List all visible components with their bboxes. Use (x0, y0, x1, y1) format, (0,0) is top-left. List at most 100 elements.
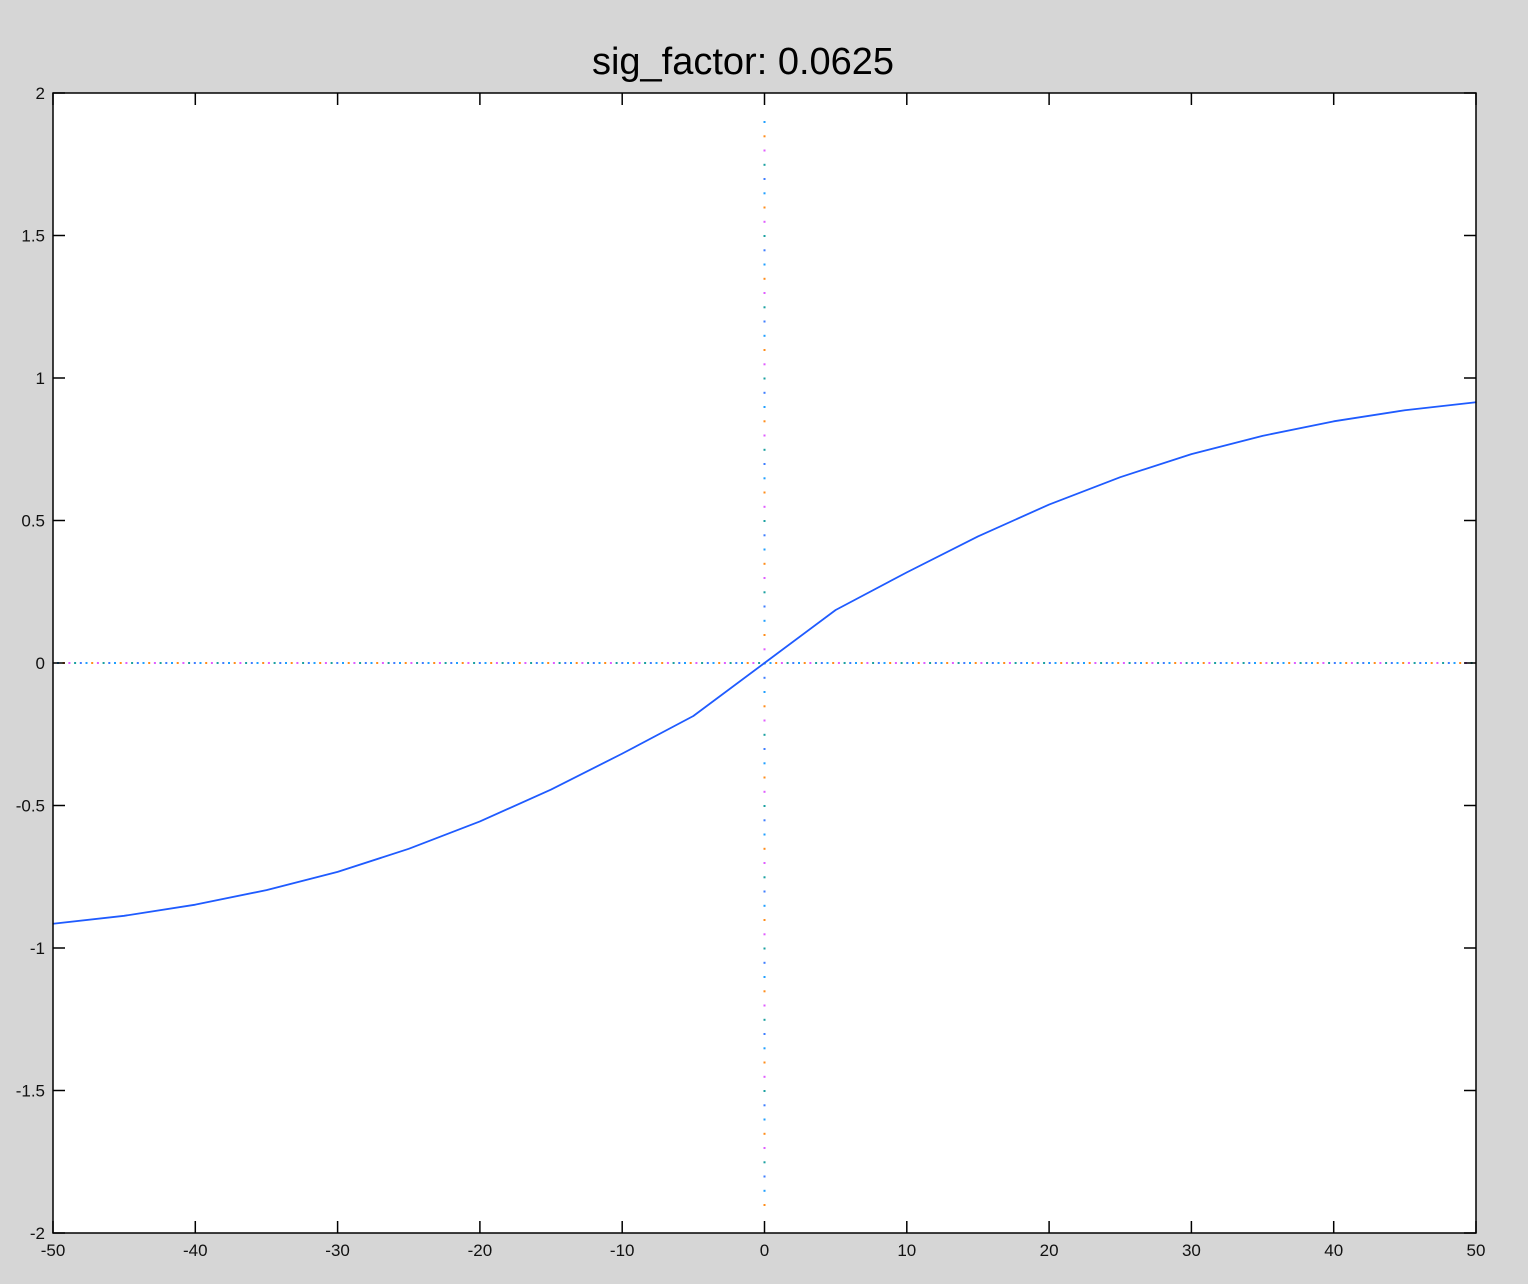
reference-dot (518, 662, 521, 664)
reference-dot (1254, 662, 1256, 664)
reference-dot (490, 662, 493, 664)
reference-dot (1430, 662, 1433, 664)
reference-dot (1117, 662, 1120, 664)
series-point (1404, 409, 1406, 411)
reference-dot (763, 733, 766, 736)
reference-dot (182, 662, 185, 664)
reference-dot (1385, 662, 1388, 664)
reference-dot (763, 292, 766, 294)
reference-dot (832, 662, 835, 664)
x-tick-label: 40 (1324, 1241, 1343, 1260)
reference-dot (245, 662, 248, 664)
reference-dot (279, 662, 282, 664)
reference-dot (963, 662, 966, 664)
reference-dot (763, 420, 766, 423)
y-tick-label: 1 (36, 369, 45, 388)
reference-dot (1259, 662, 1262, 664)
reference-dot (307, 662, 310, 664)
reference-dot (786, 662, 789, 664)
reference-dot (222, 662, 225, 664)
reference-dot (119, 662, 122, 664)
reference-dot (991, 662, 994, 664)
reference-dot (359, 662, 362, 664)
reference-dot (1407, 662, 1410, 664)
reference-dot (946, 662, 949, 664)
reference-dot (153, 662, 156, 664)
reference-dot (763, 562, 766, 565)
reference-dot (96, 662, 99, 664)
reference-dot (1333, 662, 1336, 664)
reference-dot (855, 662, 857, 664)
reference-dot (114, 662, 116, 664)
reference-dot (199, 662, 202, 664)
reference-dot (1140, 662, 1142, 664)
reference-dot (484, 662, 487, 664)
reference-dot (79, 662, 82, 664)
reference-dot (763, 1061, 766, 1064)
reference-dot (763, 648, 766, 651)
reference-dot (547, 662, 550, 664)
reference-dot (735, 662, 738, 664)
series-0 (52, 401, 1477, 925)
reference-dot (1322, 662, 1325, 664)
reference-dot (1311, 662, 1313, 664)
reference-dot (1288, 662, 1291, 664)
reference-dot (763, 1018, 766, 1021)
reference-dot (763, 192, 766, 195)
reference-dot (763, 377, 766, 380)
reference-dot (604, 662, 607, 664)
reference-dot (763, 149, 766, 152)
reference-dot (1442, 662, 1445, 664)
reference-dot (752, 662, 755, 664)
reference-dot (1402, 662, 1405, 664)
reference-dot (1151, 662, 1154, 664)
reference-dot (929, 662, 932, 664)
x-tick-label: -10 (610, 1241, 635, 1260)
chart-title: sig_factor: 0.0625 (592, 41, 894, 83)
reference-dot (1031, 662, 1034, 664)
reference-dot (444, 662, 447, 664)
reference-dot (609, 662, 612, 664)
series-point (479, 820, 481, 823)
reference-dot (165, 662, 168, 664)
reference-dot (456, 662, 458, 664)
reference-dot (302, 662, 305, 664)
reference-dot (513, 662, 515, 664)
reference-dot (376, 662, 379, 664)
reference-dot (763, 163, 766, 166)
reference-dot (763, 349, 766, 351)
reference-dot (1060, 662, 1063, 664)
reference-dot (815, 662, 818, 664)
reference-dot (507, 662, 510, 664)
reference-dot (535, 662, 538, 664)
reference-dot (262, 662, 265, 664)
reference-dot (1145, 662, 1148, 664)
reference-dot (763, 1075, 766, 1078)
reference-dot (906, 662, 909, 664)
reference-dot (763, 862, 766, 864)
reference-dot (763, 790, 766, 793)
reference-dot (763, 235, 766, 237)
reference-dot (763, 819, 766, 822)
reference-dot (763, 1161, 766, 1164)
reference-dot (85, 662, 88, 664)
reference-dot (666, 662, 669, 664)
x-tick-label: 50 (1467, 1241, 1486, 1260)
reference-dot (131, 662, 134, 664)
reference-dot (889, 662, 892, 664)
reference-dot (347, 662, 350, 664)
reference-dot (421, 662, 424, 664)
reference-dot (467, 662, 470, 664)
x-tick-label: 20 (1040, 1241, 1059, 1260)
reference-dot (763, 847, 766, 850)
reference-dot (1202, 662, 1205, 664)
reference-dot (587, 662, 590, 664)
reference-dot (1065, 662, 1068, 664)
reference-dot (763, 933, 766, 936)
reference-dot (957, 662, 960, 664)
reference-dot (171, 662, 173, 664)
y-tick-label: -1.5 (16, 1082, 45, 1101)
reference-dot (336, 662, 339, 664)
reference-dot (598, 662, 601, 664)
reference-dot (473, 662, 476, 664)
